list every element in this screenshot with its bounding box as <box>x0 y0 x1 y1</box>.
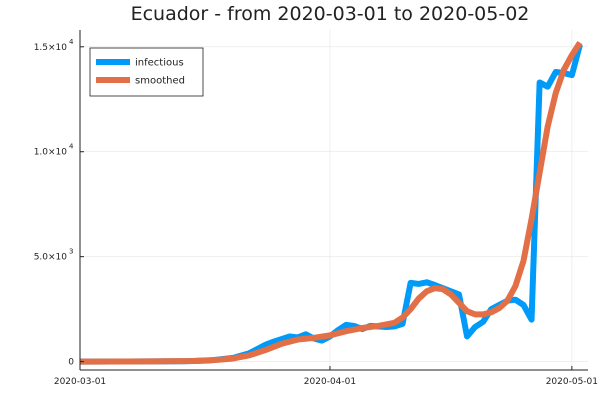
legend-label-smoothed: smoothed <box>135 76 185 87</box>
series-layer <box>79 40 583 365</box>
y-tick-label: 1.5×10 <box>34 43 68 53</box>
y-tick-label: 5.0×10 <box>34 253 68 263</box>
x-tick-label: 2020-04-01 <box>304 377 356 387</box>
axes <box>79 30 588 371</box>
series-line-smoothed <box>79 40 583 365</box>
legend-label-infectious: infectious <box>135 58 184 69</box>
y-tick-exponent: 4 <box>69 143 74 151</box>
x-tick-label: 2020-05-01 <box>546 377 598 387</box>
y-tick-exponent: 3 <box>69 248 73 256</box>
y-tick-exponent: 4 <box>69 38 74 46</box>
legend-box <box>89 47 204 97</box>
y-tick-label: 0 <box>68 358 74 368</box>
x-tick-label: 2020-03-01 <box>54 377 106 387</box>
series-line-infectious <box>79 43 583 365</box>
x-axis-ticks: 2020-03-01 2020-04-01 2020-05-01 <box>54 366 598 387</box>
y-tick-label: 1.0×10 <box>34 148 68 158</box>
legend: infectious smoothed <box>89 47 204 97</box>
chart-title: Ecuador - from 2020-03-01 to 2020-05-02 <box>131 3 530 25</box>
